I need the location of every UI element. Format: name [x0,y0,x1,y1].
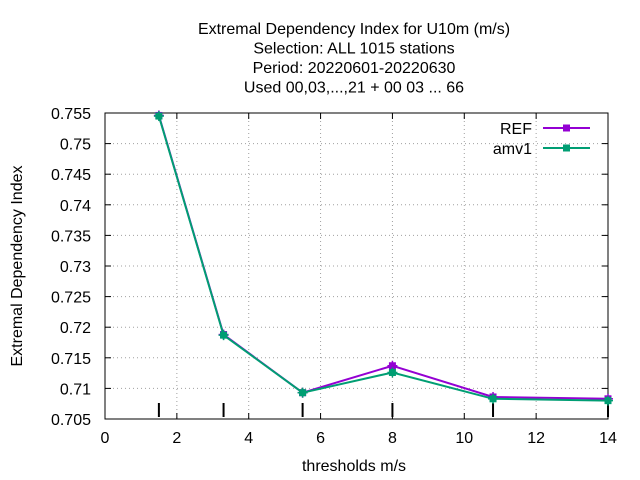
x-axis: 0 2 4 6 8 10 12 14 [101,113,617,447]
y-tick-label: 0.74 [60,198,91,215]
x-axis-label: thresholds m/s [302,458,406,475]
y-tick-label: 0.745 [51,167,91,184]
plot-frame [104,112,609,420]
legend: REF amv1 [493,121,590,158]
y-axis: 0.705 0.71 0.715 0.72 0.725 0.73 0.735 0.74 0.74… [51,106,608,429]
y-tick-label: 0.705 [51,412,91,429]
y-tick-label: 0.72 [60,320,91,337]
legend-label: amv1 [493,141,532,158]
x-tick-label: 6 [316,430,325,447]
legend-label: REF [500,121,532,138]
x-tick-label: 2 [172,430,181,447]
threshold-marks [157,403,609,417]
y-tick-label: 0.735 [51,228,91,245]
x-tick-label: 14 [599,430,617,447]
y-tick-label: 0.75 [60,137,91,154]
series-line-REF [157,115,609,400]
x-tick-label: 10 [455,430,473,447]
y-tick-label: 0.71 [60,381,91,398]
series-line-amv1 [157,115,609,402]
x-tick-label: 8 [388,430,397,447]
title-line: Used 00,03,...,21 + 00 03 ... 66 [244,80,464,97]
title-line: Period: 20220601-20220630 [253,60,456,77]
x-tick-label: 12 [527,430,545,447]
x-tick-label: 0 [101,430,110,447]
title-line: Selection: ALL 1015 stations [253,41,454,58]
chart-title: Extremal Dependency Index for U10m (m/s)… [198,21,510,97]
y-tick-label: 0.715 [51,351,91,368]
y-tick-label: 0.725 [51,290,91,307]
y-axis-label: Extremal Dependency Index [9,166,26,367]
x-tick-label: 4 [244,430,253,447]
grid [105,113,608,419]
y-tick-label: 0.755 [51,106,91,123]
title-line: Extremal Dependency Index for U10m (m/s) [198,21,510,38]
series [153,110,613,406]
legend-marker [563,144,570,152]
y-tick-label: 0.73 [60,259,91,276]
legend-marker [563,124,570,132]
